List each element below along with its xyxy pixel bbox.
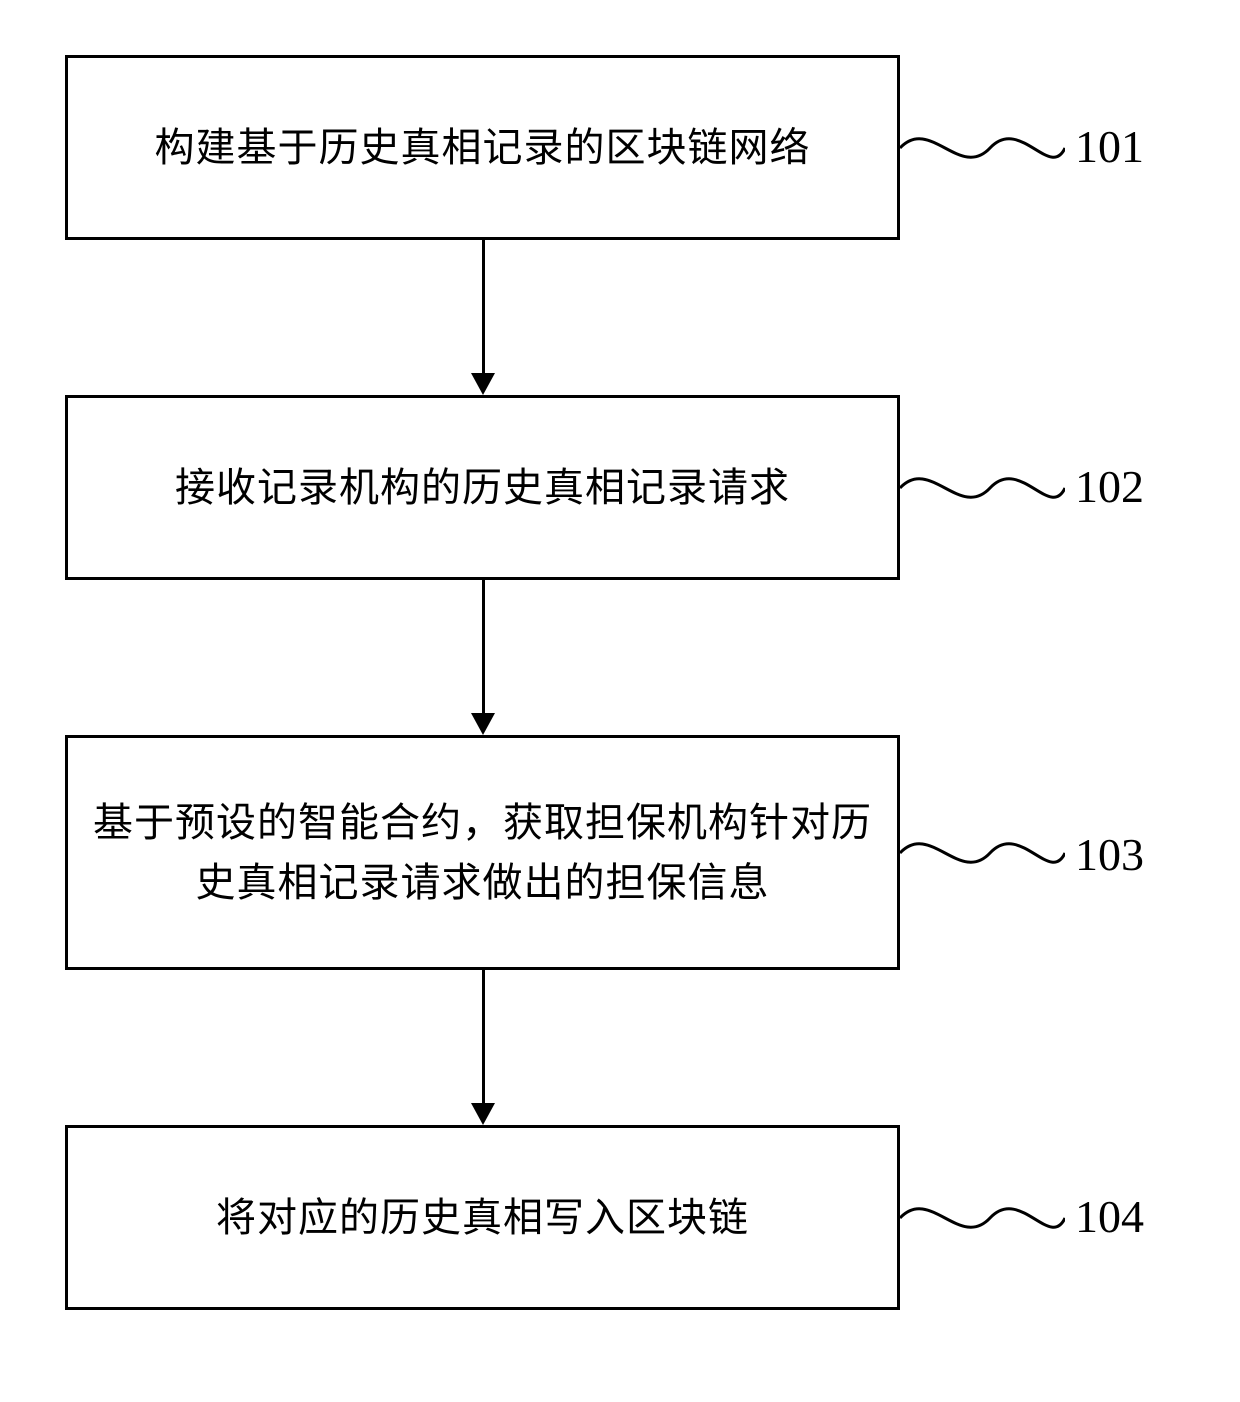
arrow-2-3-line [482,580,485,713]
step-text-3: 基于预设的智能合约，获取担保机构针对历史真相记录请求做出的担保信息 [68,783,897,923]
step-box-2: 接收记录机构的历史真相记录请求 [65,395,900,580]
step-box-3: 基于预设的智能合约，获取担保机构针对历史真相记录请求做出的担保信息 [65,735,900,970]
arrow-1-2-head [471,373,495,395]
step-label-1: 101 [1075,120,1144,173]
step-label-4: 104 [1075,1190,1144,1243]
step-text-2: 接收记录机构的历史真相记录请求 [155,448,810,528]
flowchart-canvas: 构建基于历史真相记录的区块链网络 接收记录机构的历史真相记录请求 基于预设的智能… [0,0,1240,1402]
connector-tilde-3 [900,823,1065,883]
connector-tilde-4 [900,1188,1065,1248]
step-box-4: 将对应的历史真相写入区块链 [65,1125,900,1310]
step-box-1: 构建基于历史真相记录的区块链网络 [65,55,900,240]
step-label-3: 103 [1075,828,1144,881]
step-text-1: 构建基于历史真相记录的区块链网络 [135,108,831,188]
arrow-3-4-line [482,970,485,1103]
connector-tilde-2 [900,458,1065,518]
connector-tilde-1 [900,118,1065,178]
step-text-4: 将对应的历史真相写入区块链 [196,1178,769,1258]
arrow-1-2-line [482,240,485,373]
arrow-2-3-head [471,713,495,735]
step-label-2: 102 [1075,460,1144,513]
arrow-3-4-head [471,1103,495,1125]
